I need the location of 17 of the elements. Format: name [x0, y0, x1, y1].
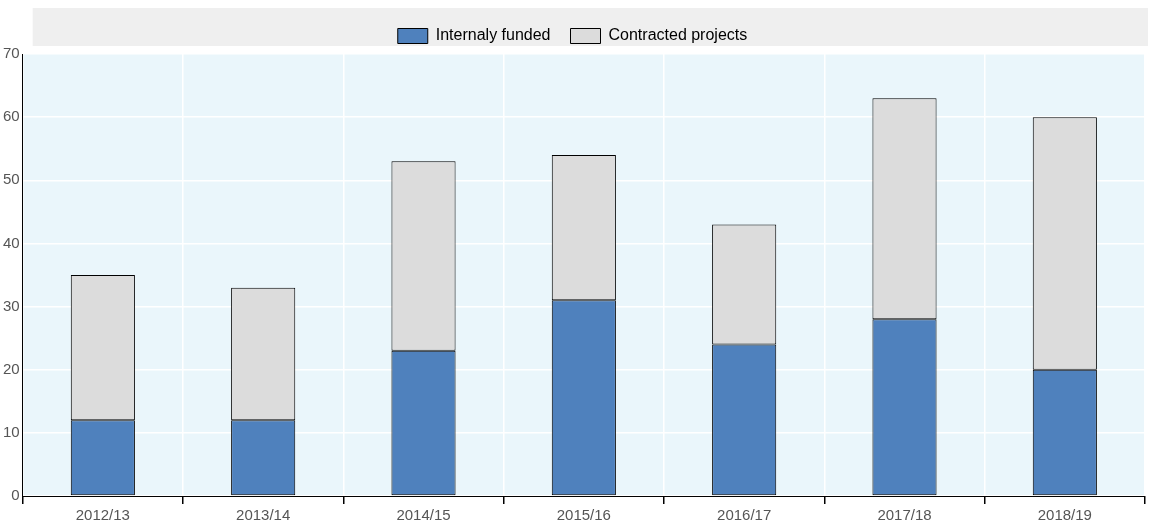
x-tick-label: 2015/16: [556, 506, 611, 524]
y-tick-label: 40: [3, 233, 20, 251]
y-tick-label: 60: [3, 107, 20, 125]
y-tick-label: 0: [11, 486, 20, 504]
y-tick-label: 20: [3, 359, 20, 377]
legend-label: Internaly funded: [435, 26, 551, 44]
x-tick-label: 2014/15: [396, 506, 451, 524]
x-tick-label: 2016/17: [717, 506, 772, 524]
x-tick-label: 2012/13: [75, 506, 130, 524]
legend-label: Contracted projects: [608, 26, 748, 44]
y-tick-label: 10: [3, 423, 20, 440]
y-tick-label: 70: [3, 44, 20, 62]
y-tick-label: 30: [3, 296, 20, 314]
x-tick-label: 2018/19: [1037, 506, 1092, 524]
x-tick-label: 2013/14: [236, 506, 291, 524]
x-tick-label: 2017/18: [877, 506, 932, 524]
y-tick-label: 50: [3, 170, 20, 188]
